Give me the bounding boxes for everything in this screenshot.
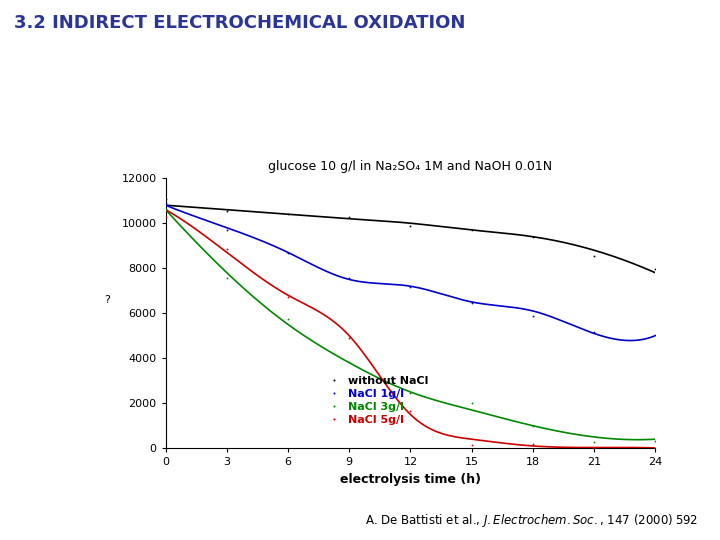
Point xyxy=(160,213,171,222)
Point xyxy=(221,226,233,234)
Point xyxy=(405,407,416,415)
Point xyxy=(466,399,477,407)
Point xyxy=(221,274,233,282)
Text: 3.2 INDIRECT ELECTROCHEMICAL OXIDATION: 3.2 INDIRECT ELECTROCHEMICAL OXIDATION xyxy=(14,14,466,31)
Point xyxy=(588,437,600,446)
Point xyxy=(588,327,600,336)
Point xyxy=(649,436,661,445)
X-axis label: electrolysis time (h): electrolysis time (h) xyxy=(340,473,481,486)
Point xyxy=(343,334,355,342)
Point xyxy=(649,265,661,274)
Point xyxy=(221,207,233,215)
Point xyxy=(282,315,294,323)
Point xyxy=(160,205,171,213)
Point xyxy=(343,273,355,282)
Point xyxy=(527,312,539,320)
Text: A. De Battisti et al., $\it{J. Electrochem. Soc.}$, 147 (2000) 592: A. De Battisti et al., $\it{J. Electroch… xyxy=(365,512,698,529)
Point xyxy=(649,444,661,453)
Point xyxy=(343,213,355,221)
Point xyxy=(466,226,477,234)
Text: ?: ? xyxy=(104,295,109,305)
Point xyxy=(588,444,600,453)
Point xyxy=(405,221,416,230)
Point xyxy=(466,299,477,307)
Point xyxy=(649,331,661,340)
Point xyxy=(221,245,233,253)
Point xyxy=(527,232,539,241)
Legend: without NaCl, NaCl 1g/l, NaCl 3g/l, NaCl 5g/l: without NaCl, NaCl 1g/l, NaCl 3g/l, NaCl… xyxy=(318,372,433,429)
Point xyxy=(160,199,171,207)
Point xyxy=(343,358,355,367)
Point xyxy=(527,422,539,430)
Point xyxy=(282,210,294,218)
Title: glucose 10 g/l in Na₂SO₄ 1M and NaOH 0.01N: glucose 10 g/l in Na₂SO₄ 1M and NaOH 0.0… xyxy=(269,160,552,173)
Point xyxy=(527,440,539,448)
Point xyxy=(160,195,171,204)
Point xyxy=(282,249,294,258)
Point xyxy=(588,252,600,260)
Point xyxy=(466,441,477,449)
Point xyxy=(282,292,294,301)
Point xyxy=(405,389,416,397)
Point xyxy=(405,283,416,292)
